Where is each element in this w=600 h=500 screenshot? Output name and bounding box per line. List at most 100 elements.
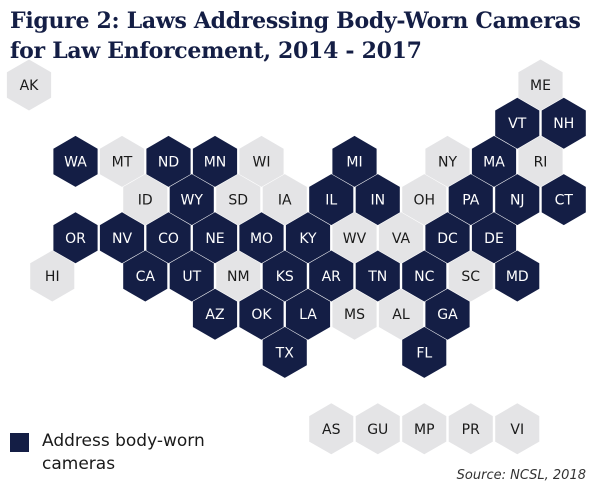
state-hex-shape xyxy=(216,174,261,226)
state-hex-shape xyxy=(53,212,98,264)
state-hex-shape xyxy=(192,212,238,264)
state-label: AR xyxy=(322,269,342,285)
state-label: KS xyxy=(276,269,294,285)
state-label: MT xyxy=(112,154,133,170)
state-hex-ok: OK xyxy=(239,288,284,340)
state-hex-shape xyxy=(425,212,470,264)
state-label: NV xyxy=(112,231,132,247)
state-hex-shape xyxy=(239,288,284,340)
state-hex-nh: NH xyxy=(541,97,586,149)
state-hex-shape xyxy=(448,403,493,455)
state-hex-ri: RI xyxy=(518,135,563,187)
state-hex-pa: PA xyxy=(448,174,493,226)
state-label: DC xyxy=(437,231,458,247)
state-hex-shape xyxy=(355,403,400,455)
state-label: KY xyxy=(299,231,317,247)
state-label: AL xyxy=(392,307,410,323)
state-label: MP xyxy=(414,422,435,438)
state-hex-shape xyxy=(378,288,424,340)
state-label: MS xyxy=(344,307,365,323)
state-hex-shape xyxy=(332,212,377,264)
state-hex-vi: VI xyxy=(495,403,540,455)
state-hex-shape xyxy=(378,212,424,264)
state-hex-shape xyxy=(30,250,75,302)
state-hex-shape xyxy=(285,212,331,264)
state-hex-shape xyxy=(355,174,400,226)
state-hex-ca: CA xyxy=(123,250,168,302)
state-hex-shape xyxy=(123,174,168,226)
state-hex-shape xyxy=(402,403,447,455)
state-label: NH xyxy=(553,116,574,132)
state-hex-mn: MN xyxy=(192,135,238,187)
state-hex-shape xyxy=(495,250,540,302)
state-hex-shape xyxy=(402,326,447,378)
state-label: MA xyxy=(483,154,505,170)
state-hex-shape xyxy=(239,135,284,187)
state-hex-shape xyxy=(541,174,586,226)
state-hex-sc: SC xyxy=(448,250,493,302)
state-label: IN xyxy=(370,193,385,209)
state-hex-nm: NM xyxy=(216,250,261,302)
state-hex-wv: WV xyxy=(332,212,377,264)
state-label: TX xyxy=(275,345,295,361)
state-hex-shape xyxy=(6,59,52,111)
state-hex-shape xyxy=(425,135,470,187)
state-label: VT xyxy=(508,116,527,132)
state-label: IA xyxy=(278,193,292,209)
state-hex-shape xyxy=(309,250,354,302)
state-hex-shape xyxy=(332,135,377,187)
state-hex-id: ID xyxy=(123,174,168,226)
chart-title: Figure 2: Laws Addressing Body-Worn Came… xyxy=(10,8,581,64)
state-hex-vt: VT xyxy=(495,97,540,149)
state-hex-de: DE xyxy=(471,212,517,264)
state-hex-shape xyxy=(495,97,540,149)
state-label: GU xyxy=(367,422,388,438)
state-hex-shape xyxy=(99,212,145,264)
state-label: PR xyxy=(462,422,480,438)
state-hex-nv: NV xyxy=(99,212,145,264)
state-label: WV xyxy=(343,231,367,247)
state-label: RI xyxy=(534,154,548,170)
state-hex-shape xyxy=(146,135,191,187)
state-hex-sd: SD xyxy=(216,174,261,226)
state-hex-pr: PR xyxy=(448,403,493,455)
legend-label: Address body-worn cameras xyxy=(42,431,205,474)
state-hex-or: OR xyxy=(53,212,98,264)
state-hex-ut: UT xyxy=(169,250,214,302)
state-hex-shape xyxy=(309,403,354,455)
state-hex-tn: TN xyxy=(355,250,400,302)
state-label: HI xyxy=(45,269,60,285)
state-hex-dc: DC xyxy=(425,212,470,264)
state-hex-shape xyxy=(99,135,145,187)
state-hex-me: ME xyxy=(518,59,563,111)
state-hex-shape xyxy=(541,97,586,149)
state-hex-al: AL xyxy=(378,288,424,340)
state-hex-nd: ND xyxy=(146,135,191,187)
state-hex-shape xyxy=(262,174,307,226)
state-hex-shape xyxy=(123,250,168,302)
state-label: TN xyxy=(367,269,387,285)
state-label: FL xyxy=(416,345,432,361)
state-hex-ne: NE xyxy=(192,212,238,264)
state-hex-la: LA xyxy=(285,288,331,340)
legend: Address body-worn cameras xyxy=(10,430,250,480)
state-hex-shape xyxy=(518,135,563,187)
state-hex-shape xyxy=(146,212,191,264)
source-note: Source: NCSL, 2018 xyxy=(456,468,586,483)
legend-swatch-addressed xyxy=(10,433,29,452)
state-hex-mp: MP xyxy=(402,403,447,455)
state-label: MO xyxy=(250,231,273,247)
state-label: UT xyxy=(182,269,201,285)
state-hex-as: AS xyxy=(309,403,354,455)
state-hex-shape xyxy=(216,250,261,302)
state-label: NY xyxy=(438,154,457,170)
state-hex-shape xyxy=(53,135,98,187)
state-label: DE xyxy=(484,231,504,247)
state-label: ID xyxy=(138,193,153,209)
state-hex-ks: KS xyxy=(262,250,307,302)
state-hex-in: IN xyxy=(355,174,400,226)
state-hex-ia: IA xyxy=(262,174,307,226)
state-label: OH xyxy=(413,193,435,209)
state-hex-az: AZ xyxy=(192,288,238,340)
state-hex-hi: HI xyxy=(30,250,75,302)
